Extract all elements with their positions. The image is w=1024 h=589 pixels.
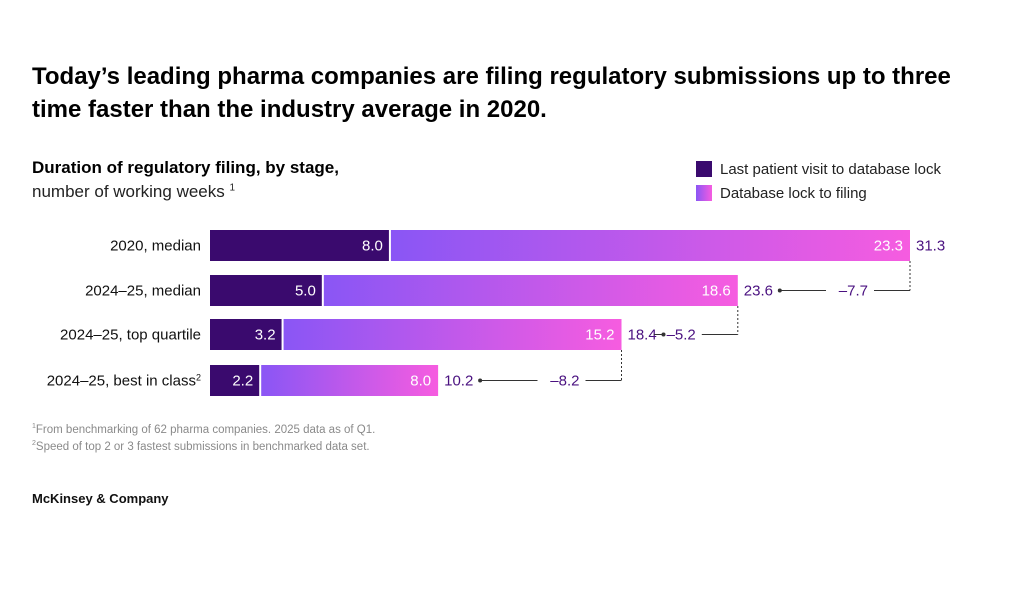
footnote-1: 1From benchmarking of 62 pharma companie…: [32, 423, 375, 436]
bar-filing: [390, 230, 911, 261]
value-label-db-lock: 2.2: [232, 373, 253, 390]
bar-chart: 2020, median 8.0 23.3 31.3 2024–25, median 5.…: [47, 230, 945, 396]
brand-logo: McKinsey & Company: [32, 491, 169, 506]
total-label: 31.3: [916, 238, 945, 255]
total-label: 23.6: [744, 283, 773, 300]
legend-label-filing: Database lock to filing: [720, 184, 867, 202]
category-label: 2020, median: [110, 238, 201, 255]
footnote-2: 2Speed of top 2 or 3 fastest submissions…: [32, 440, 370, 453]
difference-label: –7.7: [839, 283, 868, 300]
bar-filing: [283, 319, 622, 350]
value-label-db-lock: 8.0: [362, 238, 383, 255]
category-footnote-marker: 2: [196, 373, 201, 383]
bar-db-lock: [210, 365, 260, 396]
value-label-db-lock: 3.2: [255, 327, 276, 344]
bar-db-lock: [210, 230, 389, 261]
chart-units: number of working weeks 1: [32, 182, 235, 202]
bar-db-lock: [210, 275, 322, 306]
category-label: 2024–25, best in class2: [47, 373, 201, 390]
units-footnote-marker: 1: [229, 182, 236, 194]
legend-item-filing: Database lock to filing: [696, 182, 941, 204]
value-label-filing: 18.6: [702, 283, 731, 300]
difference-label: –5.2: [667, 327, 696, 344]
total-label: 18.4: [628, 327, 657, 344]
units-text: number of working weeks: [32, 182, 225, 201]
footnote-1-marker: 1: [32, 423, 36, 430]
chart-title: Today’s leading pharma companies are fil…: [32, 63, 951, 123]
total-label: 10.2: [444, 373, 473, 390]
value-label-filing: 8.0: [410, 373, 431, 390]
diff-arrow-head: [661, 332, 666, 337]
bar-filing: [323, 275, 738, 306]
category-label: 2024–25, top quartile: [60, 327, 201, 344]
footnote-1-text: From benchmarking of 62 pharma companies…: [35, 423, 376, 436]
bar-db-lock: [210, 319, 282, 350]
legend-label-db-lock: Last patient visit to database lock: [720, 160, 941, 178]
value-label-db-lock: 5.0: [295, 283, 316, 300]
legend-swatch-db-lock: [696, 161, 712, 177]
legend-item-db-lock: Last patient visit to database lock: [696, 158, 941, 180]
footnote-2-text: Speed of top 2 or 3 fastest submissions …: [35, 440, 370, 453]
legend-swatch-filing: [696, 185, 712, 201]
diff-arrow-head: [777, 288, 782, 293]
bar-filing: [261, 365, 439, 396]
footnote-2-marker: 2: [32, 440, 36, 447]
diff-arrow-head: [478, 378, 483, 383]
chart-subtitle: Duration of regulatory filing, by stage,: [32, 158, 339, 177]
category-label: 2024–25, median: [85, 283, 201, 300]
chart-legend: Last patient visit to database lock Data…: [696, 158, 941, 206]
value-label-filing: 23.3: [874, 238, 903, 255]
difference-label: –8.2: [550, 373, 579, 390]
value-label-filing: 15.2: [585, 327, 614, 344]
